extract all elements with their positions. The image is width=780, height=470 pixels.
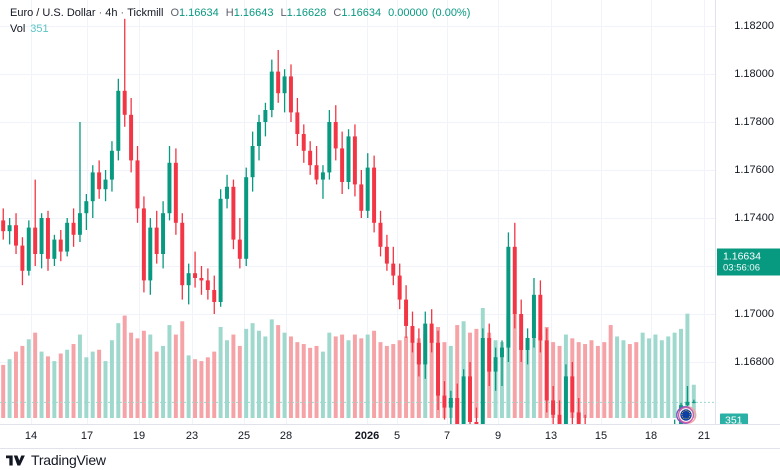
time-tick-19: 19 [132, 430, 146, 442]
price-tick-1.16800: 1.16800 [734, 356, 774, 368]
time-tick-5: 5 [393, 430, 401, 442]
time-tick-2026: 2026 [354, 430, 380, 442]
chart-plot-area[interactable] [0, 0, 715, 424]
tradingview-logo[interactable]: TradingView [6, 452, 106, 468]
time-tick-9: 9 [494, 430, 502, 442]
tradingview-mark-icon [6, 455, 25, 465]
price-tick-1.18200: 1.18200 [734, 20, 774, 32]
time-tick-7: 7 [443, 430, 451, 442]
time-tick-21: 21 [697, 430, 711, 442]
candlestick-series [0, 18, 715, 424]
time-tick-15: 15 [594, 430, 608, 442]
current-price-value: 1.16634 [723, 250, 761, 263]
time-tick-23: 23 [185, 430, 199, 442]
time-tick-18: 18 [644, 430, 658, 442]
price-scale[interactable]: 1.182001.180001.178001.176001.174001.172… [715, 0, 780, 429]
bar-countdown-timer: 03:56:06 [723, 262, 760, 274]
current-price-badge[interactable]: 1.16634 03:56:06 [717, 248, 780, 276]
eu-economic-event-icon[interactable] [675, 404, 697, 426]
time-tick-25: 25 [237, 430, 251, 442]
chart-footer: TradingView [0, 448, 780, 470]
price-tick-1.17600: 1.17600 [734, 164, 774, 176]
price-tick-1.17800: 1.17800 [734, 116, 774, 128]
time-tick-14: 14 [24, 430, 38, 442]
price-tick-1.17400: 1.17400 [734, 212, 774, 224]
price-tick-1.18000: 1.18000 [734, 68, 774, 80]
time-scale[interactable]: 14 17 19 23 25 28 2026 5 7 9 13 15 18 21 [0, 424, 780, 448]
price-tick-1.17000: 1.17000 [734, 308, 774, 320]
tradingview-wordmark: TradingView [31, 452, 106, 468]
time-tick-13: 13 [544, 430, 558, 442]
time-tick-28: 28 [279, 430, 293, 442]
time-tick-17: 17 [80, 430, 94, 442]
